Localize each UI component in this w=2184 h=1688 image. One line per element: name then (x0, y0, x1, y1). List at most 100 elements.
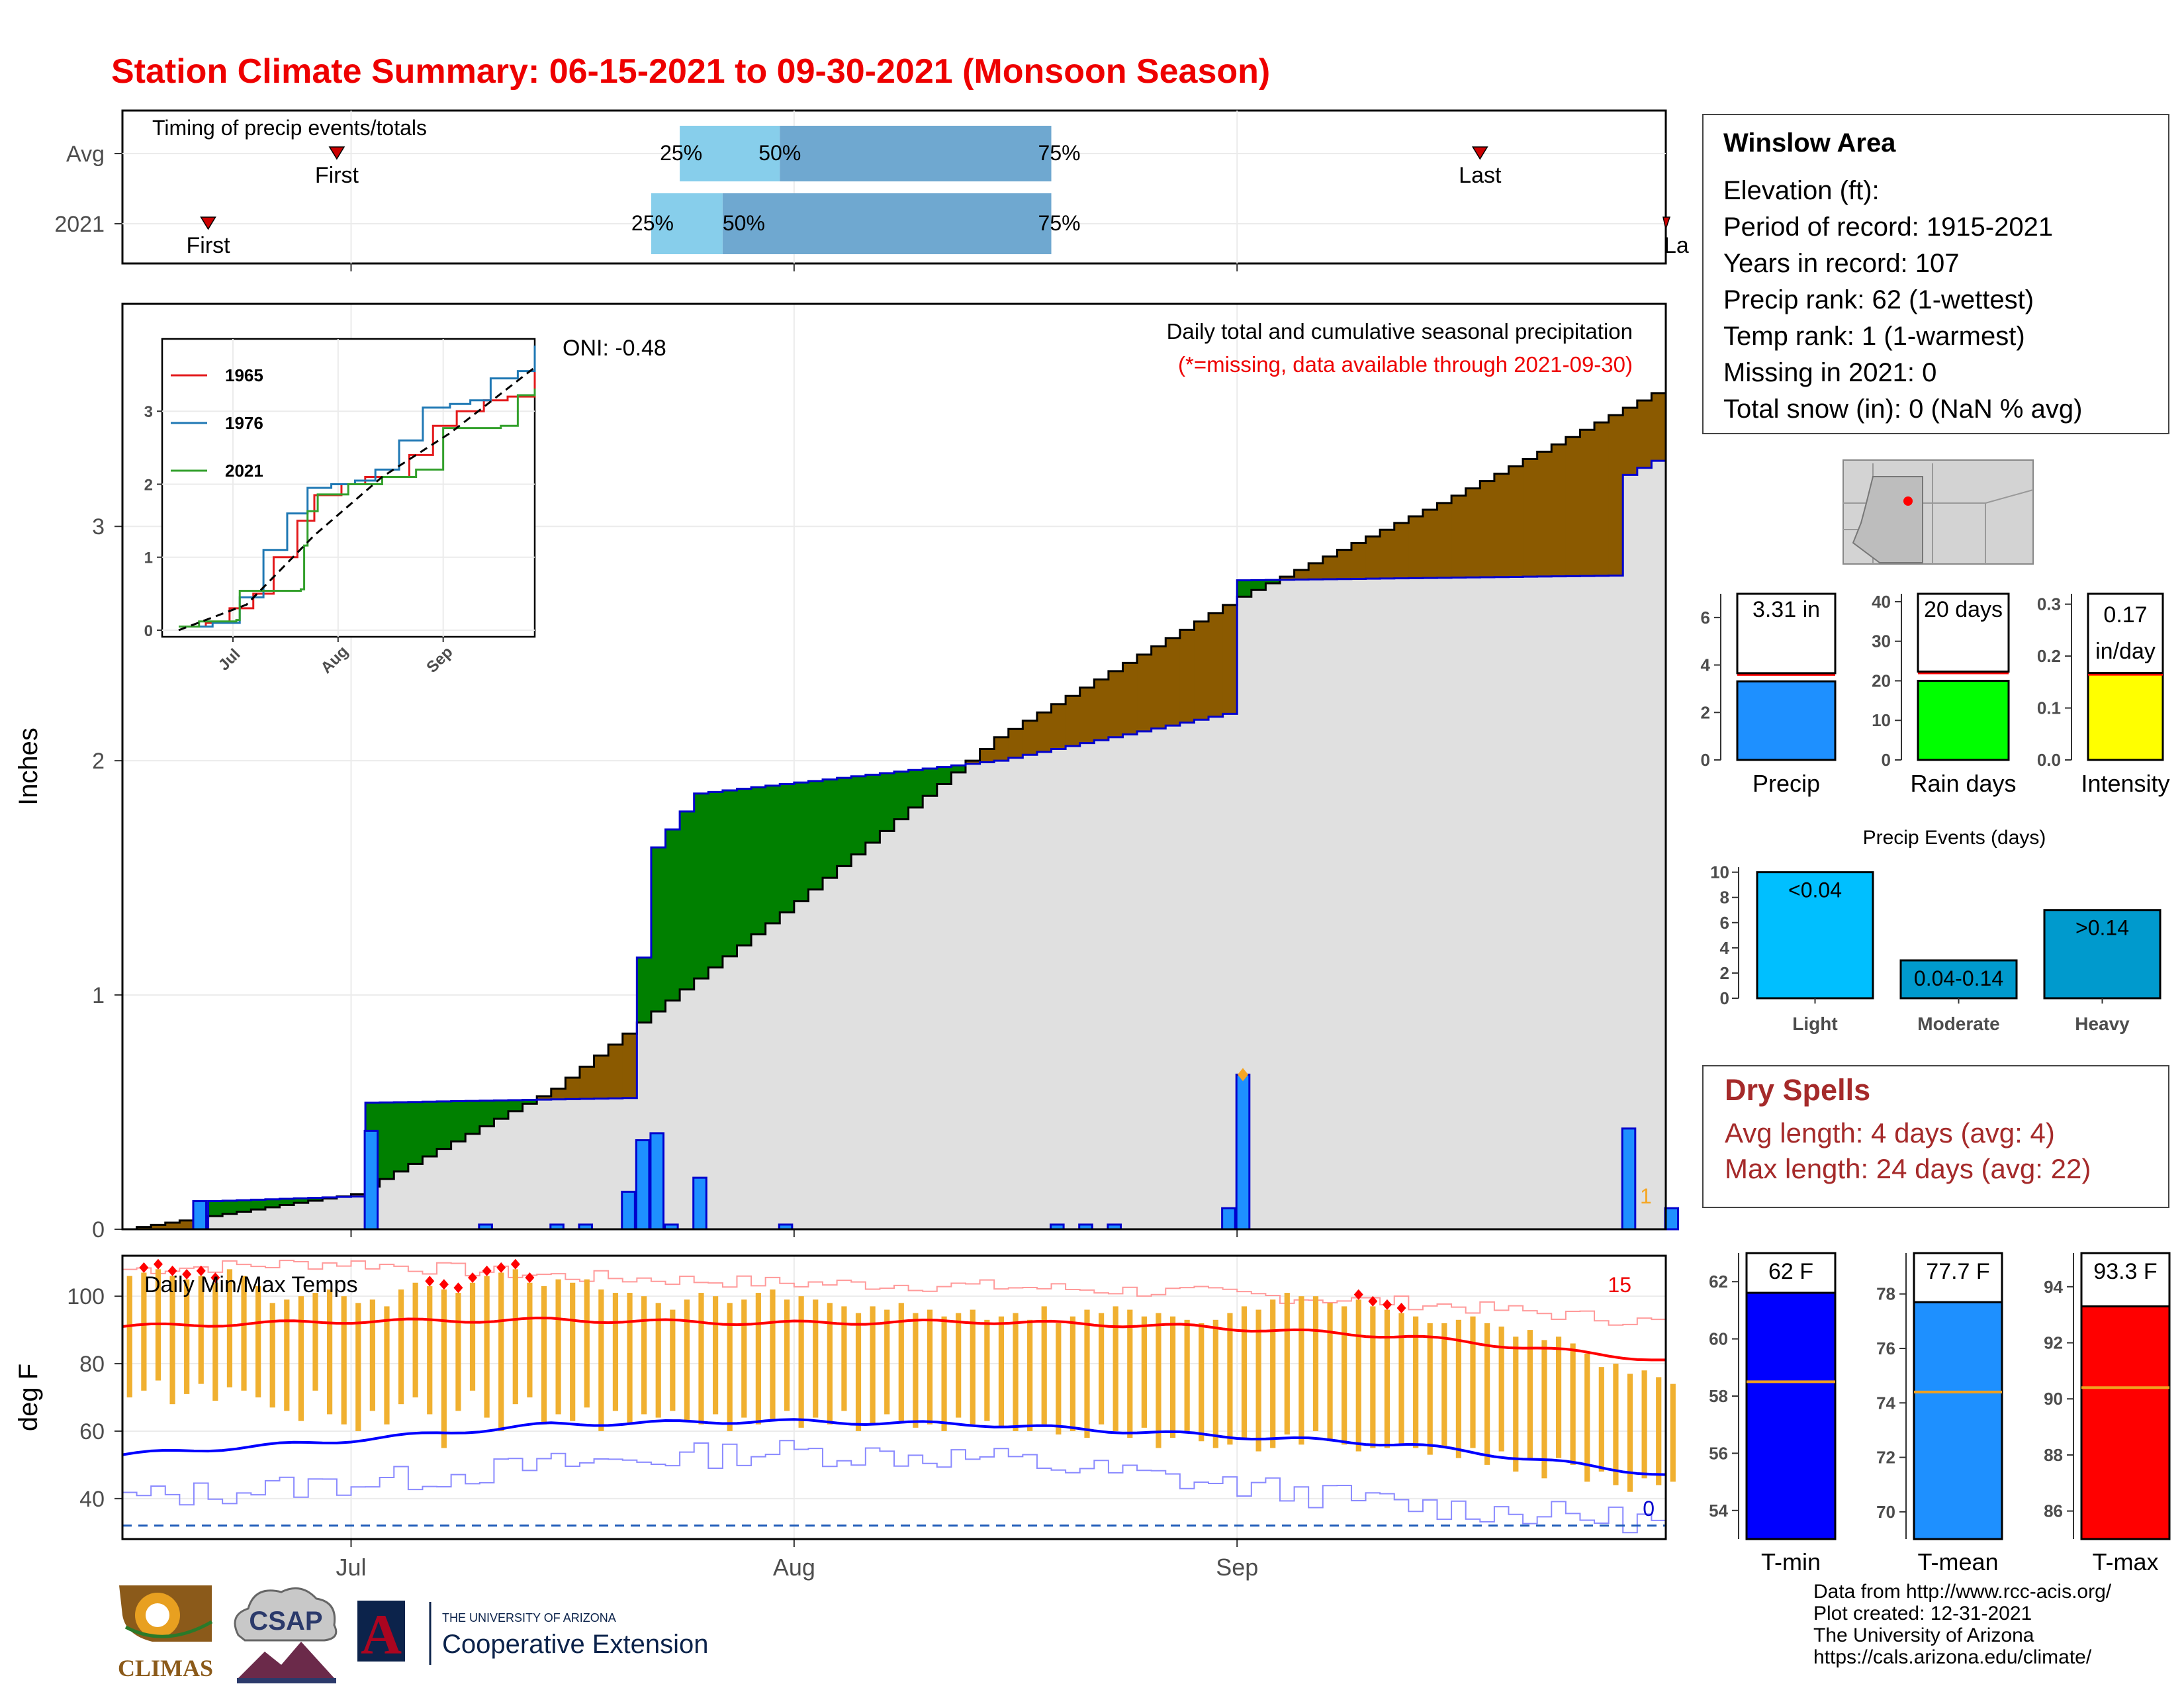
temps-xtick-label: Jul (336, 1554, 366, 1581)
precip-deficit-block (1365, 536, 1381, 579)
temps-daily-bar (1069, 1316, 1076, 1431)
timing-label-q50: 50% (723, 211, 765, 235)
precip-deficit-block (1337, 549, 1352, 579)
precip-deficit-block (1294, 569, 1309, 580)
precip-deficit-block (1394, 523, 1409, 579)
temps-daily-bar (698, 1293, 704, 1425)
precip-surplus-block (765, 785, 780, 923)
precip-deficit-block (1508, 466, 1524, 577)
precip-deficit-block (965, 761, 981, 764)
temps-daily-bar (1584, 1353, 1590, 1482)
precip-deficit-block (551, 1088, 566, 1100)
precip-deficit-block (1208, 613, 1224, 717)
temps-daily-bar (998, 1316, 1005, 1428)
credit-url: https://cals.arizona.edu/climate/ (1813, 1646, 2092, 1668)
climas-logo-sun-core (146, 1603, 169, 1627)
temps-daily-bar (927, 1309, 933, 1425)
timing-panel-label: Timing of precip events/totals (152, 116, 427, 140)
timing-panel: Avg 25% 50% 75% First Last 2021 25% 50% 75% First L… (54, 109, 1689, 271)
summary-bar-intensity: 0.0 0.1 0.2 0.3 0.17 in/day Intensity (2037, 592, 2170, 797)
temps-daily-bar (1312, 1296, 1319, 1431)
temps-xtick-label: Sep (1216, 1554, 1258, 1581)
temp-summary-xlabel: T-max (2092, 1548, 2158, 1575)
precip-events-bar-label: 0.04-0.14 (1914, 966, 2003, 990)
temps-daily-bar (1613, 1364, 1619, 1485)
temps-daily-bar (1270, 1299, 1276, 1448)
timing-row-label: 2021 (54, 212, 105, 237)
precip-events-ytick-label: 6 (1720, 913, 1729, 933)
precip-surplus-block (665, 829, 680, 1001)
summary-bar-label-box (1917, 592, 2010, 673)
precip-deficit-block (1580, 430, 1595, 577)
precip-surplus-block (522, 1100, 537, 1104)
summary-bar-ytick-label: 10 (1872, 710, 1891, 730)
temps-daily-bar (1184, 1319, 1190, 1431)
temps-daily-bar (870, 1306, 876, 1425)
temps-frame (121, 1254, 1667, 1540)
temps-daily-bar (126, 1276, 132, 1397)
temps-ytick-label: 40 (79, 1487, 105, 1512)
temps-daily-bar (655, 1303, 661, 1418)
temps-record-hot-marker (182, 1269, 192, 1280)
temp-summary-t-min: 54 56 58 60 62 62 F T-min (1709, 1252, 1837, 1575)
timing-bar-q25-q50 (651, 193, 723, 254)
temps-daily-bar (298, 1296, 304, 1421)
temps-daily-bar (984, 1319, 990, 1421)
temp-summary-ytick-label: 78 (1876, 1284, 1895, 1304)
climas-logo: CLIMAS (118, 1585, 213, 1681)
timing-label-q25: 25% (631, 211, 674, 235)
timing-last-label: Last (1459, 163, 1502, 188)
precip-deficit-block (179, 1220, 195, 1229)
temps-record-hot-marker (1353, 1289, 1363, 1300)
temps-daily-bar (1041, 1306, 1047, 1425)
summary-bar-ytick-label: 4 (1701, 655, 1711, 675)
precip-surplus-block (422, 1102, 437, 1157)
temp-summary-xlabel: T-mean (1917, 1548, 1998, 1575)
timing-row-label: Avg (66, 142, 105, 167)
precip-ytick-label: 1 (92, 983, 105, 1008)
precip-surplus-block (923, 768, 938, 796)
temps-daily-bar (398, 1289, 404, 1405)
temps-daily-bar (827, 1303, 833, 1425)
precip-deficit-block (1137, 654, 1152, 731)
summary-bar-value (1736, 680, 1837, 761)
temps-daily-bar (312, 1293, 318, 1391)
precip-deficit-block (1380, 530, 1395, 579)
temps-record-hot-marker (510, 1258, 520, 1270)
precip-ytick-label: 2 (92, 749, 105, 774)
temps-daily-bar (1384, 1309, 1390, 1448)
temps-daily-bar (1212, 1319, 1218, 1448)
summary-bar-ytick-label: 30 (1872, 632, 1891, 651)
temps-daily-bar (741, 1299, 747, 1418)
temp-summary-ytick-label: 72 (1876, 1448, 1895, 1468)
credit-data-source: Data from http://www.rcc-acis.org/ (1813, 1581, 2112, 1603)
credits: Data from http://www.rcc-acis.org/ Plot … (1813, 1581, 2111, 1668)
temps-daily-bar (727, 1303, 733, 1431)
summary-bar-ytick-label: 0 (1701, 750, 1710, 770)
temps-daily-bar (484, 1276, 490, 1418)
precip-deficit-block (165, 1223, 180, 1229)
temps-daily-bar (198, 1276, 204, 1384)
precip-cumulative-base-area (122, 461, 1666, 1229)
ua-logo: A THE UNIVERSITY OF ARIZONA Cooperative Ex… (357, 1601, 708, 1666)
csap-logo-base (237, 1678, 336, 1683)
temps-daily-bar (855, 1313, 862, 1431)
csap-logo-mountains (238, 1642, 334, 1678)
precip-deficit-block (1222, 604, 1238, 714)
timing-label-q75: 75% (1038, 141, 1081, 165)
precip-deficit-block (537, 1096, 552, 1100)
temps-daily-bar (1455, 1319, 1462, 1458)
temps-daily-bar (412, 1282, 418, 1397)
precip-events-chart: Precip Events (days) 0 2 4 6 8 10 <0.04 Light 0.0… (1710, 827, 2161, 1034)
temp-summary-ytick-label: 76 (1876, 1338, 1895, 1358)
temps-ytick-label: 60 (79, 1419, 105, 1444)
precip-deficit-block (608, 1045, 623, 1099)
temps-daily-bar (1156, 1313, 1161, 1448)
station-info-box: Winslow Area Elevation (ft): Period of r… (1702, 114, 2169, 434)
inset-ytick-label: 2 (144, 476, 153, 494)
temp-summary-ytick-label: 92 (2044, 1333, 2063, 1353)
csap-logo: CSAP (234, 1587, 338, 1683)
temps-daily-bar (469, 1282, 476, 1391)
temp-summary-ytick-label: 54 (1709, 1501, 1728, 1521)
